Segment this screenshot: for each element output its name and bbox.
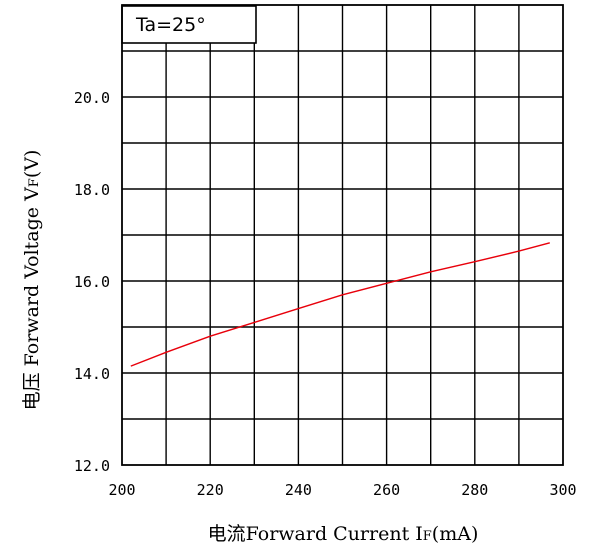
y-tick-label: 16.0 bbox=[74, 273, 110, 291]
x-tick-label: 280 bbox=[461, 481, 488, 499]
x-tick-label: 200 bbox=[108, 481, 135, 499]
x-tick-labels: 200 220 240 260 280 300 bbox=[108, 481, 576, 499]
x-axis-title: 电流Forward Current IF(mA) bbox=[208, 523, 479, 545]
x-tick-label: 260 bbox=[373, 481, 400, 499]
y-axis-title: 电压 Forward Voltage VF(V) bbox=[21, 150, 43, 411]
y-tick-labels: 12.0 14.0 16.0 18.0 20.0 bbox=[74, 89, 110, 475]
x-tick-label: 240 bbox=[285, 481, 312, 499]
plot-frame bbox=[121, 4, 564, 466]
series-line bbox=[130, 242, 550, 367]
y-tick-label: 14.0 bbox=[74, 365, 110, 383]
annotation-text: Ta=25° bbox=[135, 14, 206, 36]
x-tick-label: 300 bbox=[549, 481, 576, 499]
grid-lines bbox=[122, 5, 563, 465]
y-tick-label: 18.0 bbox=[74, 181, 110, 199]
annotation-box: Ta=25° bbox=[121, 5, 257, 44]
y-tick-label: 20.0 bbox=[74, 89, 110, 107]
y-tick-label: 12.0 bbox=[74, 457, 110, 475]
x-tick-label: 220 bbox=[197, 481, 224, 499]
series-layer bbox=[130, 242, 550, 367]
